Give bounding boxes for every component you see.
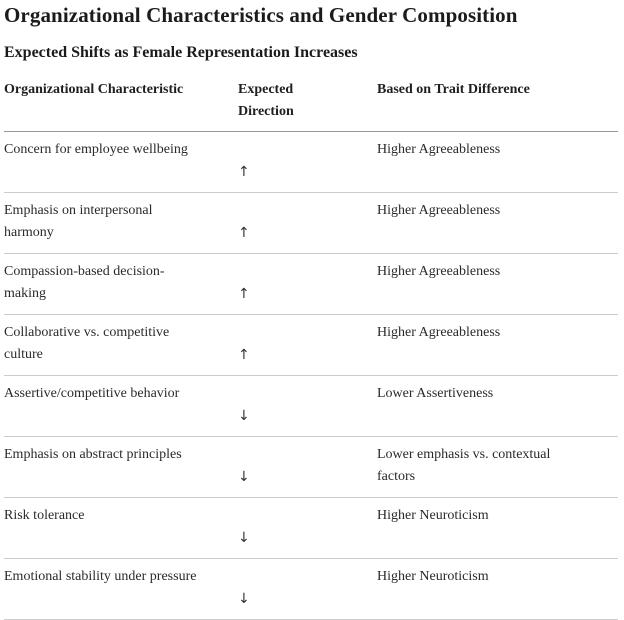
up-arrow-icon: ↑ [238, 164, 250, 180]
down-arrow-icon: ↓ [238, 469, 250, 485]
cell-trait: Higher Agreeableness [377, 253, 618, 315]
cell-characteristic: Concern for employee wellbeing [4, 131, 238, 193]
column-header-expected-direction: Expected Direction [238, 73, 377, 132]
down-arrow-icon: ↓ [238, 408, 250, 424]
cell-characteristic: Emphasis on abstract principles [4, 436, 238, 498]
column-header-characteristic: Organizational Characteristic [4, 73, 238, 132]
cell-trait: Higher Neuroticism [377, 497, 618, 559]
cell-trait: Higher Agreeableness [377, 192, 618, 254]
page-subtitle: Expected Shifts as Female Representation… [4, 44, 358, 61]
table-row: Collaborative vs. competitive culture ↑ … [4, 314, 618, 376]
table-row: Assertive/competitive behavior ↓ Lower A… [4, 375, 618, 437]
table-row: Compassion-based decision- making ↑ High… [4, 253, 618, 315]
cell-direction: ↑ [238, 192, 377, 254]
table-header: Organizational Characteristic Expected D… [4, 73, 618, 132]
table-row: Emotional stability under pressure ↓ Hig… [4, 558, 618, 620]
cell-characteristic: Compassion-based decision- making [4, 253, 238, 315]
cell-trait: Lower Assertiveness [377, 375, 618, 437]
down-arrow-icon: ↓ [238, 530, 250, 546]
cell-characteristic: Collaborative vs. competitive culture [4, 314, 238, 376]
cell-trait: Higher Neuroticism [377, 558, 618, 620]
table-header-row: Organizational Characteristic Expected D… [4, 73, 618, 132]
table-row: Risk tolerance ↓ Higher Neuroticism [4, 497, 618, 559]
up-arrow-icon: ↑ [238, 347, 250, 363]
cell-direction: ↑ [238, 131, 377, 193]
up-arrow-icon: ↑ [238, 286, 250, 302]
table-row: Emphasis on interpersonal harmony ↑ High… [4, 192, 618, 254]
cell-characteristic: Assertive/competitive behavior [4, 375, 238, 437]
cell-trait: Higher Agreeableness [377, 314, 618, 376]
traits-table: Organizational Characteristic Expected D… [4, 73, 618, 620]
cell-direction: ↓ [238, 497, 377, 559]
cell-direction: ↑ [238, 314, 377, 376]
cell-direction: ↓ [238, 375, 377, 437]
down-arrow-icon: ↓ [238, 591, 250, 607]
cell-characteristic: Emphasis on interpersonal harmony [4, 192, 238, 254]
table-body: Concern for employee wellbeing ↑ Higher … [4, 131, 618, 620]
up-arrow-icon: ↑ [238, 225, 250, 241]
cell-characteristic: Emotional stability under pressure [4, 558, 238, 620]
cell-trait: Lower emphasis vs. contextual factors [377, 436, 618, 498]
cell-direction: ↓ [238, 436, 377, 498]
cell-trait: Higher Agreeableness [377, 131, 618, 193]
cell-characteristic: Risk tolerance [4, 497, 238, 559]
column-header-trait-difference: Based on Trait Difference [377, 73, 618, 132]
cell-direction: ↑ [238, 253, 377, 315]
table-row: Emphasis on abstract principles ↓ Lower … [4, 436, 618, 498]
page-title: Organizational Characteristics and Gende… [4, 3, 518, 27]
cell-direction: ↓ [238, 558, 377, 620]
table-row: Concern for employee wellbeing ↑ Higher … [4, 131, 618, 193]
